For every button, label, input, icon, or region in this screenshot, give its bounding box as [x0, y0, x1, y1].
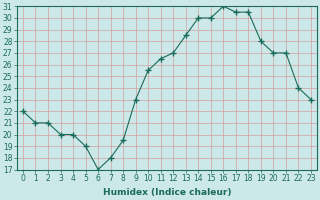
X-axis label: Humidex (Indice chaleur): Humidex (Indice chaleur) — [103, 188, 231, 197]
